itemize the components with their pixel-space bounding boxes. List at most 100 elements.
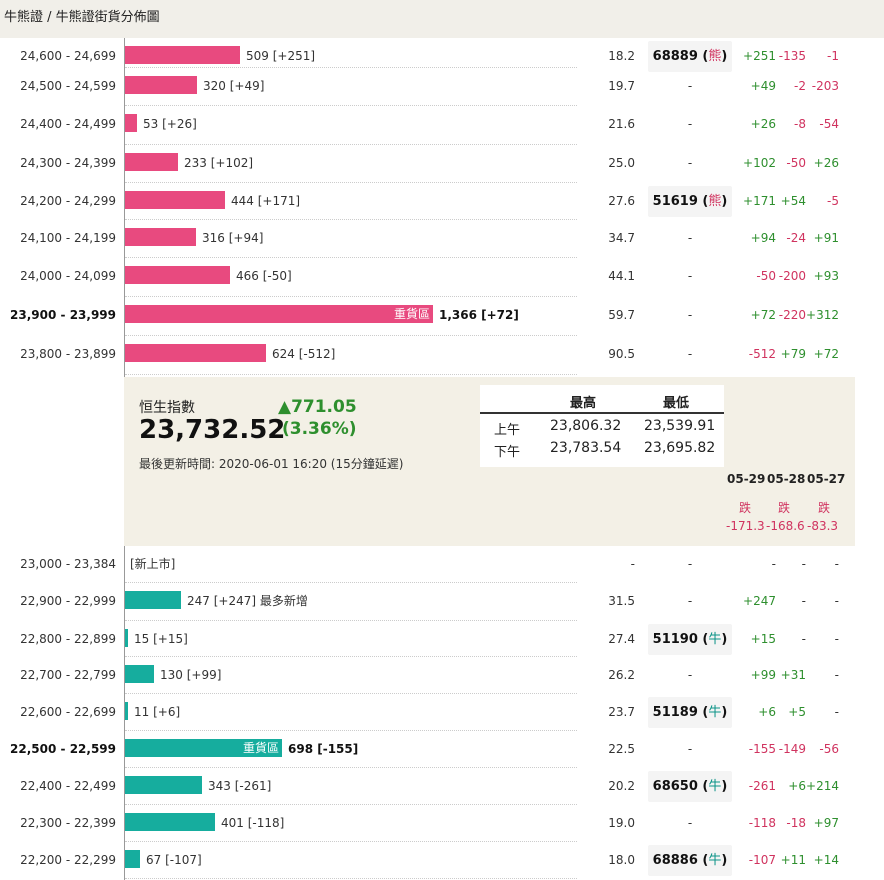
volume-label: 233 [+102] (184, 156, 254, 170)
breadcrumb[interactable]: 牛熊證 / 牛熊證街貨分佈圖 (0, 0, 884, 38)
table-row[interactable]: 22,200 - 22,299 67 [-107] 18.0 68886 (牛) -10… (0, 842, 884, 879)
date-change: -171.3 (726, 519, 765, 533)
warrant-code: - (687, 156, 693, 170)
table-row[interactable]: 22,700 - 22,799 130 [+99] 26.2 - +99 +31 - (0, 657, 884, 694)
volume-bar (125, 813, 215, 831)
date-header: 05-27 (807, 472, 846, 486)
date-direction: 跌 (818, 501, 831, 515)
table-row[interactable]: 23,900 - 23,999 重貨區 1,366 [+72] 59.7 - +72 -22… (0, 297, 884, 336)
warrant-code[interactable]: 51619 (熊) (648, 186, 732, 217)
warrant-code[interactable]: 68650 (牛) (648, 771, 732, 802)
date-change: -168.6 (766, 519, 805, 533)
change-day3: -56 (819, 742, 839, 756)
volume-bar (125, 665, 154, 683)
change-day2: +54 (780, 194, 806, 208)
strike-range: 24,100 - 24,199 (20, 231, 116, 245)
volume-bar (125, 344, 266, 362)
code-type: 牛 (708, 779, 722, 794)
volume-label: 1,366 [+72] (439, 308, 519, 322)
warrant-code: - (687, 594, 693, 608)
change-day2: +6 (788, 779, 806, 793)
change-day2: -149 (778, 742, 806, 756)
date-direction: 跌 (778, 501, 791, 515)
code-number: 51189 (652, 705, 698, 720)
percent-value: 59.7 (608, 308, 635, 322)
volume-label: 509 [+251] (246, 49, 316, 63)
percent-value: - (630, 557, 635, 571)
volume-label: 316 [+94] (202, 231, 264, 245)
row-divider (125, 620, 577, 621)
change-day2: +31 (780, 668, 806, 682)
table-row[interactable]: 22,900 - 22,999 247 [+247] 最多新增 31.5 - +247 -… (0, 583, 884, 621)
volume-label: 130 [+99] (160, 668, 222, 682)
volume-label: 320 [+49] (203, 79, 265, 93)
volume-bar (125, 702, 128, 720)
volume-bar (125, 76, 197, 94)
high-low-table: 最高 最低 上午 下午 23,806.32 23,539.91 23,783.5… (480, 385, 724, 467)
volume-label: 11 [+6] (134, 705, 181, 719)
warrant-code[interactable]: 51190 (牛) (648, 624, 732, 655)
volume-bar (125, 629, 128, 647)
table-row[interactable]: 23,000 - 23,384 [新上市] - - - - - (0, 546, 884, 583)
am-label: 上午 (494, 423, 521, 438)
row-divider (125, 878, 577, 879)
code-type: 熊 (708, 194, 722, 209)
pm-label: 下午 (494, 445, 521, 460)
table-row[interactable]: 24,300 - 24,399 233 [+102] 25.0 - +102 -50 +26 (0, 145, 884, 183)
strike-range: 24,000 - 24,099 (20, 269, 116, 283)
table-row[interactable]: 22,600 - 22,699 11 [+6] 23.7 51189 (牛) +6 +5 - (0, 694, 884, 731)
change-day2: -24 (786, 231, 806, 245)
change-day3: - (834, 632, 839, 646)
change-day3: +214 (806, 779, 839, 793)
date-direction: 跌 (739, 501, 752, 515)
high-header: 最高 (570, 396, 597, 411)
percent-value: 90.5 (608, 347, 635, 361)
change-day3: - (834, 594, 839, 608)
percent-value: 21.6 (608, 117, 635, 131)
table-row[interactable]: 22,400 - 22,499 343 [-261] 20.2 68650 (牛) -2… (0, 768, 884, 805)
change-day2: -50 (786, 156, 806, 170)
date-header: 05-28 (767, 472, 806, 486)
volume-label: [新上市] (130, 557, 176, 571)
code-type: 牛 (708, 632, 722, 647)
code-type: 熊 (708, 49, 722, 64)
code-number: 68889 (652, 49, 698, 64)
code-type: 牛 (708, 853, 722, 868)
code-number: 68650 (652, 779, 698, 794)
change-day1: +171 (743, 194, 776, 208)
change-day2: -135 (778, 49, 806, 63)
table-row[interactable]: 24,500 - 24,599 320 [+49] 19.7 - +49 -2 -203 (0, 68, 884, 106)
warrant-code: - (687, 308, 693, 322)
table-row[interactable]: 24,000 - 24,099 466 [-50] 44.1 - -50 -200 +93 (0, 258, 884, 297)
strike-range: 22,500 - 22,599 (10, 742, 116, 756)
row-divider (125, 105, 577, 106)
code-number: 68886 (652, 853, 698, 868)
date-change: -83.3 (807, 519, 839, 533)
warrant-code[interactable]: 68886 (牛) (648, 845, 732, 876)
change-day1: -155 (748, 742, 776, 756)
volume-label: 401 [-118] (221, 816, 285, 830)
table-row[interactable]: 24,200 - 24,299 444 [+171] 27.6 51619 (熊) +1… (0, 183, 884, 220)
change-day2: -220 (778, 308, 806, 322)
warrant-code: - (687, 231, 693, 245)
change-day1: -512 (748, 347, 776, 361)
last-updated: 最後更新時間: 2020-06-01 16:20 (15分鐘延遲) (139, 457, 404, 471)
change-day2: -200 (778, 269, 806, 283)
warrant-code[interactable]: 51189 (牛) (648, 697, 732, 728)
table-row[interactable]: 24,100 - 24,199 316 [+94] 34.7 - +94 -24 +91 (0, 220, 884, 258)
table-row[interactable]: 23,800 - 23,899 624 [-512] 90.5 - -512 +79 +72 (0, 336, 884, 375)
warrant-code[interactable]: 68889 (熊) (648, 41, 732, 72)
table-row[interactable]: 22,300 - 22,399 401 [-118] 19.0 - -118 -18 +97 (0, 805, 884, 842)
table-row[interactable]: 22,500 - 22,599 重貨區 698 [-155] 22.5 - -155 -14… (0, 731, 884, 768)
table-row[interactable]: 24,600 - 24,699 509 [+251] 18.2 68889 (熊) +2… (0, 38, 884, 72)
percent-value: 18.2 (608, 49, 635, 63)
table-row[interactable]: 22,800 - 22,899 15 [+15] 27.4 51190 (牛) +15 -… (0, 621, 884, 657)
table-row[interactable]: 24,400 - 24,499 53 [+26] 21.6 - +26 -8 -54 (0, 106, 884, 145)
volume-bar (125, 153, 178, 171)
volume-bar (125, 850, 140, 868)
row-divider (125, 730, 577, 731)
heavy-zone-label: 重貨區 (393, 307, 430, 321)
change-day1: +26 (750, 117, 776, 131)
volume-label: 698 [-155] (288, 742, 359, 756)
row-divider (125, 67, 577, 68)
